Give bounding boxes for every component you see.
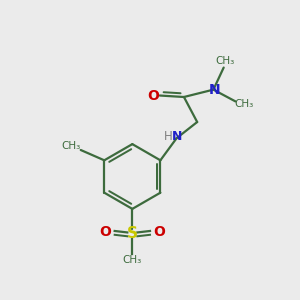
Text: CH₃: CH₃: [62, 141, 81, 151]
Text: CH₃: CH₃: [215, 56, 235, 66]
Text: N: N: [171, 130, 182, 143]
Text: O: O: [99, 225, 111, 239]
Text: S: S: [127, 226, 138, 242]
Text: CH₃: CH₃: [123, 255, 142, 266]
Text: H: H: [164, 130, 173, 143]
Text: O: O: [147, 88, 159, 103]
Text: O: O: [154, 225, 165, 239]
Text: CH₃: CH₃: [235, 99, 254, 109]
Text: N: N: [209, 82, 221, 97]
